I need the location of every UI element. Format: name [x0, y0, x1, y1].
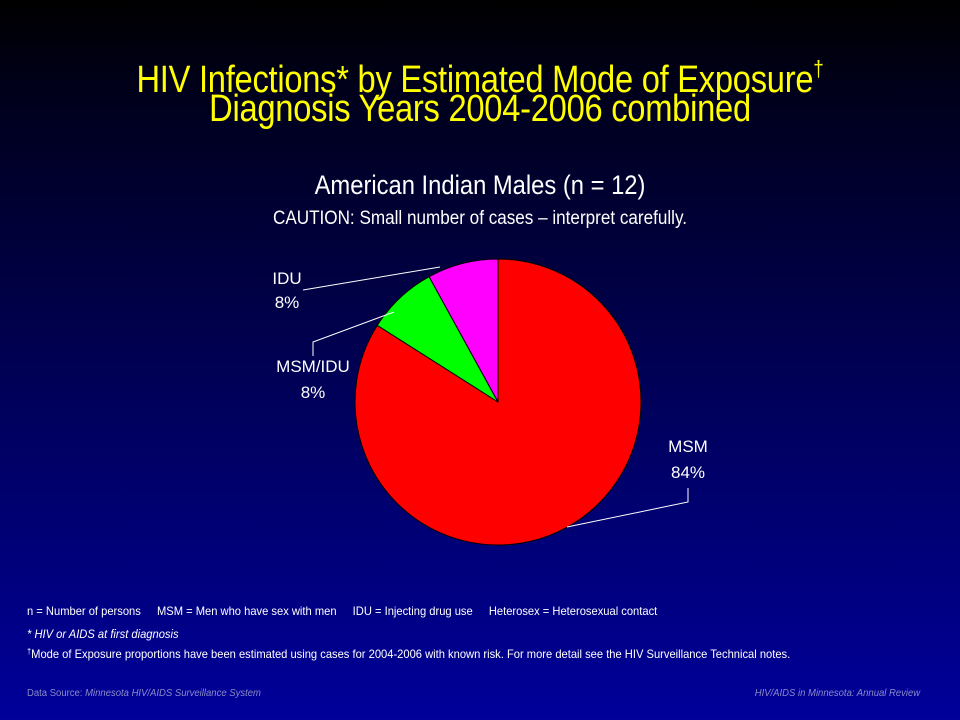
note-hiv-aids: * HIV or AIDS at first diagnosis: [27, 627, 179, 641]
slice-label-idu: IDU: [272, 269, 301, 288]
chart-title-text: HIV Infections* by Estimated Mode of Exp…: [136, 59, 814, 101]
slice-label-msm: MSM: [668, 437, 708, 456]
note-dagger-mark: †: [27, 647, 32, 656]
definitions-row: n = Number of persons MSM = Men who have…: [27, 604, 670, 618]
note-mode-of-exposure: † Mode of Exposure proportions have been…: [27, 647, 790, 661]
pie-slice-idu: [428, 258, 499, 403]
definition-n: n = Number of persons: [27, 604, 141, 618]
slice-label-msm-idu: MSM/IDU: [276, 357, 350, 376]
footer-publication: HIV/AIDS in Minnesota: Annual Review: [754, 688, 920, 699]
leader-line-msm: [566, 488, 689, 528]
note-dagger-text: Mode of Exposure proportions have been e…: [31, 647, 791, 661]
definition-msm: MSM = Men who have sex with men: [156, 604, 337, 618]
chart-title-line2: Diagnosis Years 2004-2006 combined: [209, 88, 751, 130]
definition-idu: IDU = Injecting drug use: [352, 604, 473, 618]
slice-pct-msm: 84%: [671, 463, 705, 482]
footer-source-name: Minnesota HIV/AIDS Surveillance System: [85, 688, 261, 699]
slice-pct-idu: 8%: [275, 293, 300, 312]
caution-text: CAUTION: Small number of cases – interpr…: [272, 208, 688, 229]
chart-title-line1: HIV Infections* by Estimated Mode of Exp…: [67, 48, 893, 101]
title-dagger-mark: †: [813, 56, 824, 81]
leader-line-idu: [302, 266, 441, 291]
leader-line-msm-idu: [312, 311, 395, 356]
chart-subtitle: American Indian Males (n = 12): [314, 170, 646, 200]
footer-source-label: Data Source:: [27, 688, 86, 699]
slice-pct-msm-idu: 8%: [301, 383, 326, 402]
footer-source: Data Source: Minnesota HIV/AIDS Surveill…: [27, 688, 261, 699]
definition-heterosex: Heterosex = Heterosexual contact: [488, 604, 658, 618]
